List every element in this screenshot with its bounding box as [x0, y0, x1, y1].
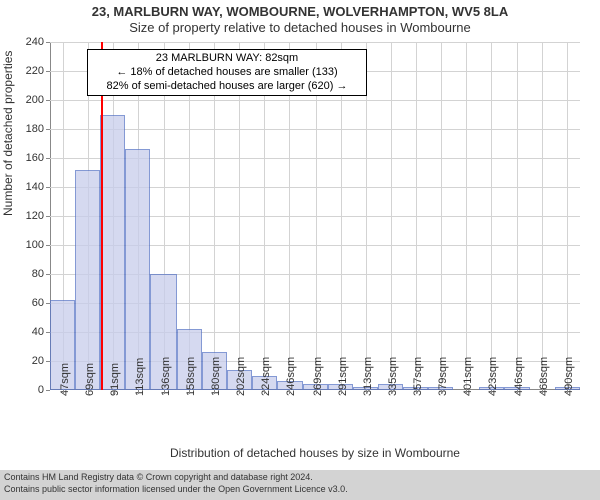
annotation-line: ← 18% of detached houses are smaller (13…	[94, 66, 360, 80]
plot-area: 020406080100120140160180200220240 47sqm6…	[50, 42, 580, 390]
xtick-mark	[542, 390, 543, 394]
title-line2: Size of property relative to detached ho…	[0, 20, 600, 35]
gridline-v	[441, 42, 442, 390]
xtick-mark	[289, 390, 290, 394]
xtick-label: 158sqm	[185, 357, 197, 396]
ytick-mark	[46, 390, 50, 391]
chart-container: 23, MARLBURN WAY, WOMBOURNE, WOLVERHAMPT…	[0, 0, 600, 500]
xtick-label: 401sqm	[462, 357, 474, 396]
xtick-label: 357sqm	[412, 357, 424, 396]
ytick-mark	[46, 332, 50, 333]
xtick-mark	[113, 390, 114, 394]
gridline-v	[466, 42, 467, 390]
xtick-mark	[416, 390, 417, 394]
gridline-v	[491, 42, 492, 390]
xtick-mark	[491, 390, 492, 394]
ytick-mark	[46, 216, 50, 217]
xtick-mark	[239, 390, 240, 394]
xtick-label: 269sqm	[312, 357, 324, 396]
ytick-mark	[46, 187, 50, 188]
histogram-bar	[75, 170, 100, 390]
xtick-label: 224sqm	[260, 357, 272, 396]
xtick-mark	[164, 390, 165, 394]
xtick-mark	[517, 390, 518, 394]
xtick-mark	[341, 390, 342, 394]
ytick-mark	[46, 129, 50, 130]
gridline-v	[416, 42, 417, 390]
histogram-bar	[100, 115, 125, 391]
xtick-label: 335sqm	[387, 357, 399, 396]
xtick-label: 91sqm	[109, 363, 121, 396]
ytick-mark	[46, 158, 50, 159]
gridline-v	[391, 42, 392, 390]
xtick-mark	[138, 390, 139, 394]
xtick-mark	[567, 390, 568, 394]
xtick-mark	[63, 390, 64, 394]
xtick-mark	[264, 390, 265, 394]
annotation-line: 82% of semi-detached houses are larger (…	[94, 80, 360, 94]
xtick-label: 313sqm	[362, 357, 374, 396]
x-axis-label: Distribution of detached houses by size …	[50, 446, 580, 460]
xtick-label: 202sqm	[235, 357, 247, 396]
title-line1: 23, MARLBURN WAY, WOMBOURNE, WOLVERHAMPT…	[0, 4, 600, 19]
xtick-mark	[88, 390, 89, 394]
xtick-label: 69sqm	[84, 363, 96, 396]
xtick-label: 291sqm	[337, 357, 349, 396]
xtick-mark	[189, 390, 190, 394]
footer: Contains HM Land Registry data © Crown c…	[0, 470, 600, 500]
xtick-label: 490sqm	[563, 357, 575, 396]
footer-line2: Contains public sector information licen…	[4, 484, 596, 496]
annotation-line: 23 MARLBURN WAY: 82sqm	[94, 52, 360, 66]
ytick-mark	[46, 274, 50, 275]
ytick-mark	[46, 42, 50, 43]
gridline-v	[517, 42, 518, 390]
histogram-bar	[125, 149, 150, 390]
xtick-label: 246sqm	[285, 357, 297, 396]
xtick-mark	[214, 390, 215, 394]
gridline-v	[542, 42, 543, 390]
annotation-box: 23 MARLBURN WAY: 82sqm← 18% of detached …	[87, 49, 367, 96]
y-axis-label: Number of detached properties	[1, 51, 15, 216]
xtick-mark	[466, 390, 467, 394]
xtick-mark	[366, 390, 367, 394]
xtick-label: 180sqm	[210, 357, 222, 396]
xtick-mark	[391, 390, 392, 394]
title-block: 23, MARLBURN WAY, WOMBOURNE, WOLVERHAMPT…	[0, 0, 600, 35]
xtick-label: 379sqm	[437, 357, 449, 396]
xtick-label: 468sqm	[538, 357, 550, 396]
xtick-label: 47sqm	[59, 363, 71, 396]
ytick-mark	[46, 100, 50, 101]
xtick-label: 136sqm	[160, 357, 172, 396]
xtick-label: 446sqm	[513, 357, 525, 396]
xtick-mark	[316, 390, 317, 394]
xtick-label: 423sqm	[487, 357, 499, 396]
gridline-v	[567, 42, 568, 390]
xtick-mark	[441, 390, 442, 394]
ytick-mark	[46, 71, 50, 72]
footer-line1: Contains HM Land Registry data © Crown c…	[4, 472, 596, 484]
xtick-label: 113sqm	[134, 358, 146, 396]
ytick-mark	[46, 245, 50, 246]
ytick-mark	[46, 361, 50, 362]
ytick-mark	[46, 303, 50, 304]
